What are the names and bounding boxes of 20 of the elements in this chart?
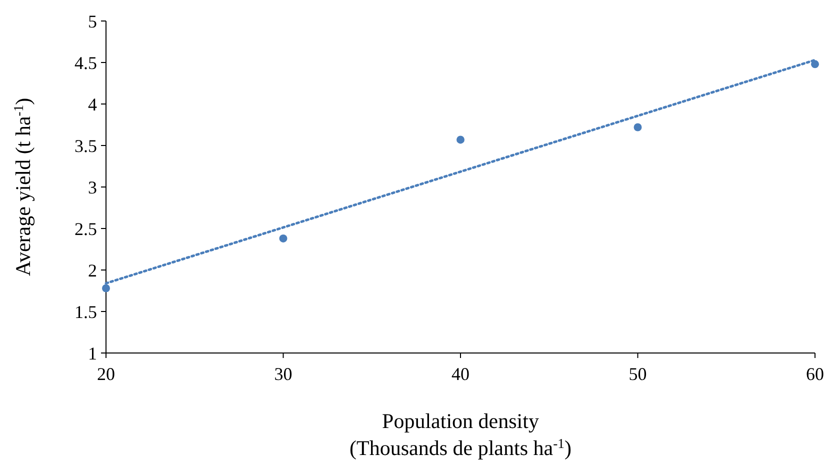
x-tick-label: 50 xyxy=(628,364,647,384)
x-axis-title: Population density (Thousands de plants ha$^{-1}$) xyxy=(350,409,572,460)
y-tick-label: 3.5 xyxy=(74,136,97,156)
x-tick-label: 30 xyxy=(274,364,292,384)
y-tick-label: 2.5 xyxy=(74,218,97,239)
point xyxy=(102,284,110,292)
y-tick-label: 1.5 xyxy=(74,302,97,322)
point xyxy=(811,60,819,68)
point xyxy=(634,123,642,132)
y-tick-label: 1 xyxy=(88,343,97,364)
y-tick-label: 5 xyxy=(88,11,97,32)
point xyxy=(456,136,464,144)
x-tick-label: 40 xyxy=(452,364,470,384)
x-tick-label: 20 xyxy=(97,364,115,384)
y-tick-label: 2 xyxy=(88,260,97,280)
point xyxy=(279,234,288,242)
y-tick-label: 3 xyxy=(88,177,97,198)
y-tick-label: 4 xyxy=(88,94,97,114)
y-tick-label: 4.5 xyxy=(74,52,97,73)
x-tick-label: 60 xyxy=(806,364,824,384)
